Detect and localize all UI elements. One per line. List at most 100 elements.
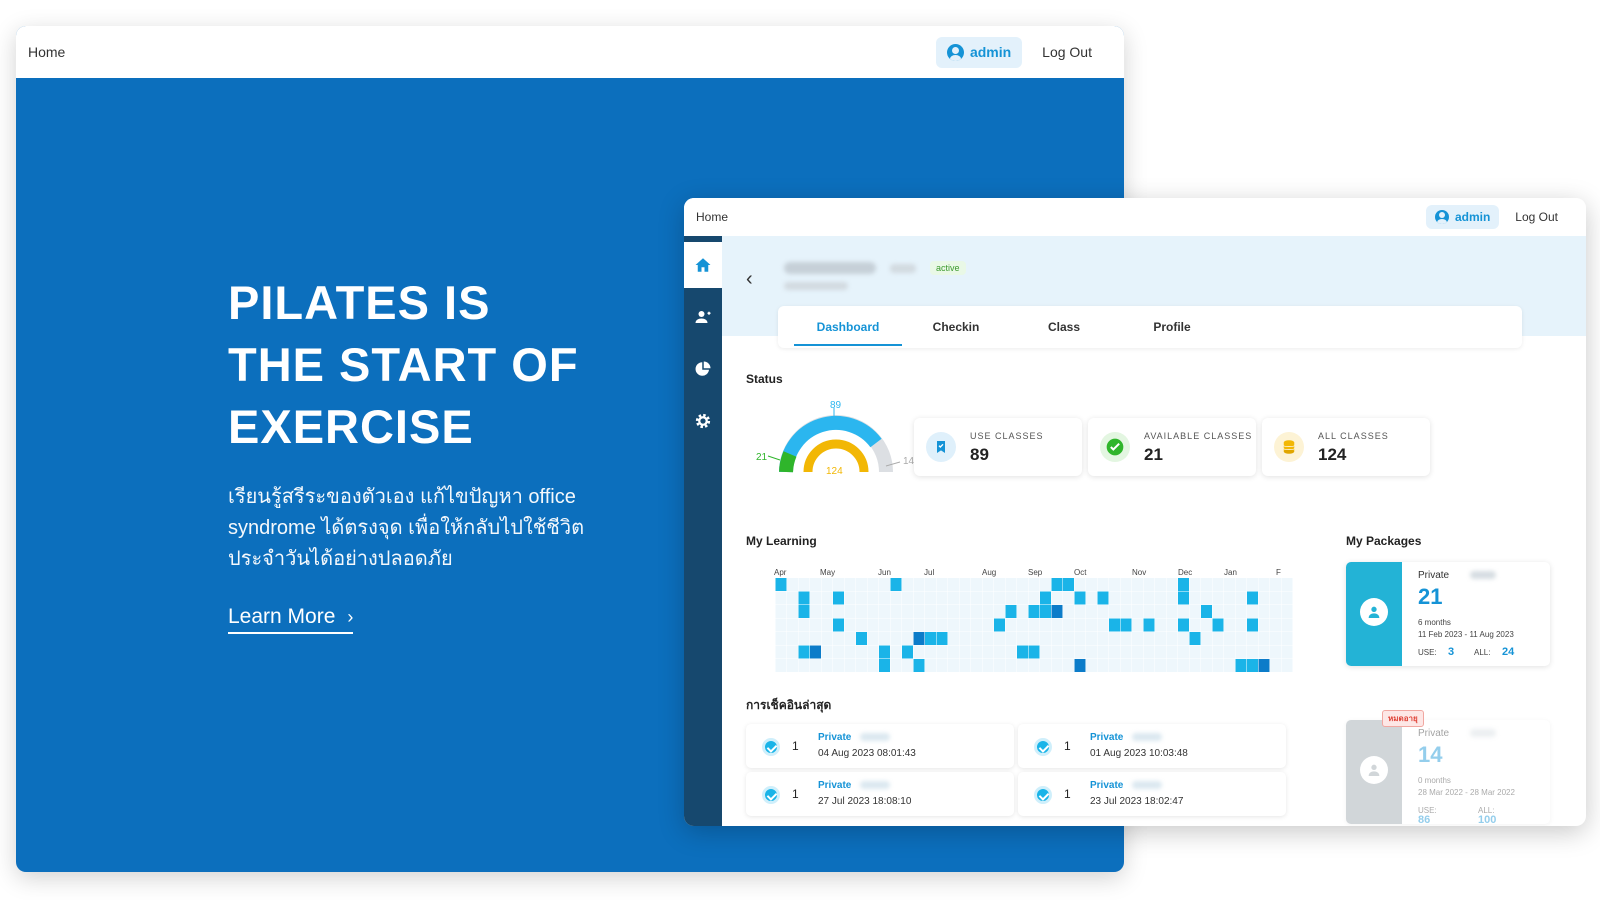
heatmap-cell xyxy=(1224,632,1235,645)
heatmap-cell xyxy=(1235,632,1247,645)
heatmap-cell xyxy=(1040,618,1051,632)
heatmap-cell xyxy=(1017,578,1028,591)
checkin-item[interactable]: 1 Private 23 Jul 2023 18:02:47 xyxy=(1018,772,1286,816)
package-side xyxy=(1346,720,1402,824)
heatmap-cell xyxy=(1281,578,1293,591)
heatmap-cell xyxy=(1074,645,1086,659)
tab-checkin[interactable]: Checkin xyxy=(932,320,980,334)
admin-button[interactable]: admin xyxy=(1425,205,1500,229)
heatmap-cell xyxy=(764,605,775,618)
status-badge: active xyxy=(930,261,966,275)
package-all-value: 100 xyxy=(1478,814,1497,824)
heatmap-cell xyxy=(1005,659,1017,672)
heatmap-cell xyxy=(1235,618,1247,632)
tab-class[interactable]: Class xyxy=(1047,320,1081,334)
heatmap-cell xyxy=(1201,632,1212,645)
stat-label: ALL CLASSES xyxy=(1318,431,1389,441)
checkin-item[interactable]: 1 Private 01 Aug 2023 10:03:48 xyxy=(1018,724,1286,768)
tab-dashboard[interactable]: Dashboard xyxy=(794,306,902,348)
heatmap-cell xyxy=(913,632,925,645)
heatmap-cell xyxy=(1017,605,1028,618)
heatmap-cell xyxy=(1258,578,1270,591)
check-circle-icon xyxy=(1100,432,1130,462)
checkin-date: 23 Jul 2023 18:02:47 xyxy=(1090,796,1184,807)
stat-card-all-classes: ALL CLASSES 124 xyxy=(1262,418,1430,476)
heatmap-cell xyxy=(1109,632,1120,645)
heatmap-cell xyxy=(879,578,890,591)
nav-home-link[interactable]: Home xyxy=(696,210,729,224)
heatmap-cell xyxy=(1201,618,1212,632)
heatmap-cell xyxy=(1201,659,1212,672)
heatmap-cell xyxy=(1224,618,1235,632)
stat-value: 21 xyxy=(1144,445,1163,464)
heatmap-cell xyxy=(1063,605,1074,618)
heatmap-cell xyxy=(1017,632,1028,645)
heatmap-cell xyxy=(856,591,867,605)
stat-label: USE CLASSES xyxy=(970,431,1044,441)
logout-button[interactable]: Log Out xyxy=(1515,210,1558,224)
check-icon xyxy=(762,738,780,756)
checkin-item[interactable]: 1 Private 04 Aug 2023 08:01:43 xyxy=(746,724,1014,768)
heatmap-cell xyxy=(798,605,810,618)
heatmap-cell xyxy=(890,645,902,659)
heatmap-cell xyxy=(982,591,994,605)
sidebar-item-reports[interactable] xyxy=(684,346,722,392)
heatmap-cell xyxy=(948,618,959,632)
logout-button[interactable]: Log Out xyxy=(1042,44,1092,60)
status-title: Status xyxy=(746,372,783,386)
checkin-type: Private xyxy=(1090,780,1124,791)
heatmap-cell xyxy=(925,578,936,591)
check-icon xyxy=(1034,738,1052,756)
heatmap-cell xyxy=(936,591,948,605)
package-card-expired[interactable]: Private 14 0 months 28 Mar 2022 - 28 Mar… xyxy=(1346,720,1550,824)
heatmap-cell xyxy=(1247,659,1258,672)
gauge-available-label: 21 xyxy=(756,452,768,463)
heatmap-cell xyxy=(1120,632,1132,645)
heatmap-cell xyxy=(959,618,971,632)
learn-more-link[interactable]: Learn More › xyxy=(228,605,354,634)
heatmap-cell xyxy=(775,591,787,605)
month-label: Sep xyxy=(1028,568,1043,577)
tab-profile[interactable]: Profile xyxy=(1153,320,1191,334)
heatmap-cell xyxy=(936,659,948,672)
heatmap-cell xyxy=(867,605,879,618)
heatmap-cell xyxy=(798,659,810,672)
sidebar-item-settings[interactable] xyxy=(684,398,722,444)
heatmap-cell xyxy=(764,632,775,645)
heatmap-cell xyxy=(810,591,821,605)
learning-title: My Learning xyxy=(746,534,817,548)
heatmap-cell xyxy=(810,618,821,632)
package-type: Private xyxy=(1418,570,1450,581)
admin-button[interactable]: admin xyxy=(935,36,1023,68)
checkin-date: 04 Aug 2023 08:01:43 xyxy=(818,748,916,759)
heatmap-cell xyxy=(982,605,994,618)
month-label: May xyxy=(820,568,836,577)
heatmap-cell xyxy=(821,618,833,632)
packages-title: My Packages xyxy=(1346,534,1422,548)
sidebar-item-members[interactable] xyxy=(684,294,722,340)
heatmap-cell xyxy=(844,632,856,645)
heatmap-cell xyxy=(1189,659,1201,672)
heatmap-cell xyxy=(1028,645,1040,659)
checkin-item[interactable]: 1 Private 27 Jul 2023 18:08:10 xyxy=(746,772,1014,816)
heatmap-cell xyxy=(1178,632,1189,645)
heatmap-cell xyxy=(1270,618,1281,632)
sidebar-item-home[interactable] xyxy=(684,242,722,288)
heatmap-cell xyxy=(936,632,948,645)
heatmap-cell xyxy=(936,645,948,659)
heatmap-cell xyxy=(1109,605,1120,618)
package-all-label: ALL: xyxy=(1474,648,1491,657)
heatmap-cell xyxy=(1063,578,1074,591)
month-label: F xyxy=(1276,568,1281,577)
admin-label: admin xyxy=(969,44,1012,60)
learn-more-label: Learn More xyxy=(228,605,336,628)
checkin-count: 1 xyxy=(792,787,799,801)
heatmap-cell xyxy=(994,632,1005,645)
package-card-active[interactable]: Private 21 6 months 11 Feb 2023 - 11 Aug… xyxy=(1346,562,1550,666)
heatmap-cell xyxy=(1235,578,1247,591)
heatmap-cell xyxy=(764,659,775,672)
nav-home-link[interactable]: Home xyxy=(28,44,66,60)
back-arrow-icon[interactable]: ‹ xyxy=(746,268,753,290)
heatmap-cell xyxy=(1166,659,1178,672)
heatmap-cell xyxy=(948,578,959,591)
